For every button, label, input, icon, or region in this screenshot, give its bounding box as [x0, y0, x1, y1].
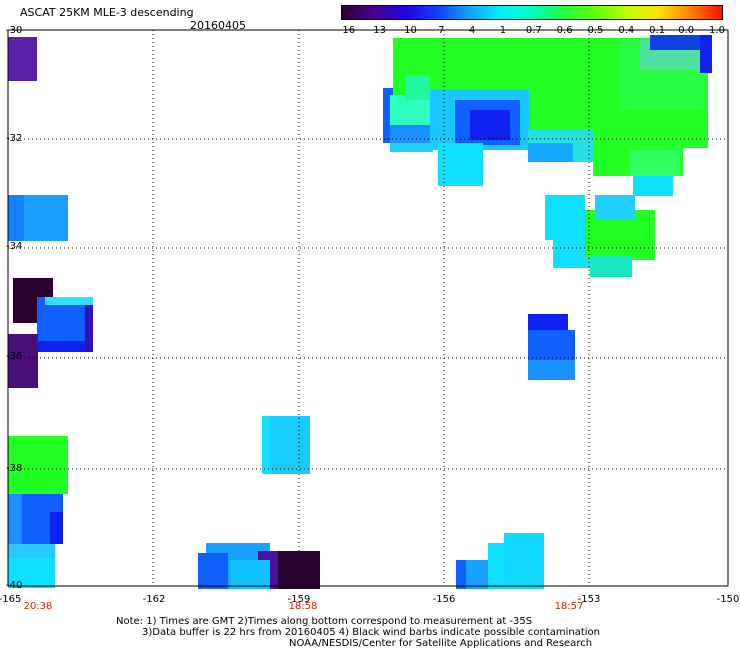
swath-cell: [50, 512, 63, 544]
lat-label: -36: [6, 351, 23, 362]
swath-cell: [45, 297, 93, 305]
swath-cell: [8, 494, 22, 544]
swath-cell: [8, 195, 24, 241]
map-date: 20160405: [190, 19, 246, 32]
swath-cell: [470, 110, 510, 140]
swath-cell: [405, 75, 430, 100]
swath-cell: [630, 150, 680, 176]
swath-cell: [270, 416, 310, 474]
swath-cell: [383, 88, 393, 143]
swath-cell: [595, 195, 635, 220]
swath-cell: [8, 37, 37, 81]
note-line-2: 3)Data buffer is 22 hrs from 20160405 4)…: [142, 627, 600, 638]
swath-cell: [633, 176, 673, 196]
lon-label: -162: [142, 594, 166, 605]
swath-cell: [230, 560, 270, 589]
lon-label: -165: [0, 594, 22, 605]
swath-cell: [37, 341, 93, 352]
swath-cell: [198, 553, 228, 589]
lat-label: -30: [6, 25, 23, 36]
lon-label: -156: [432, 594, 456, 605]
swath-cell: [700, 35, 712, 73]
swath-cell: [8, 334, 38, 388]
data-swaths: [8, 35, 712, 589]
swath-cell: [528, 360, 575, 380]
lat-label: -32: [6, 133, 23, 144]
lon-label: -153: [577, 594, 601, 605]
swath-cell: [390, 143, 433, 152]
swath-cell: [8, 544, 55, 558]
swath-cell: [456, 560, 466, 589]
swath-cell: [528, 143, 573, 162]
lon-label: -150: [716, 594, 740, 605]
lat-label: -38: [6, 463, 23, 474]
swath-cell: [438, 143, 483, 186]
lat-label: -40: [6, 580, 23, 591]
swath-cell: [85, 305, 93, 352]
swath-cell: [8, 436, 68, 494]
map-title: ASCAT 25KM MLE-3 descending: [20, 6, 194, 19]
note-line-3: NOAA/NESDIS/Center for Satellite Applica…: [289, 638, 593, 649]
grid-lines: [8, 30, 728, 586]
note-line-1: Note: 1) Times are GMT 2)Times along bot…: [116, 616, 533, 627]
time-label: 20:38: [23, 601, 53, 612]
swath-cell: [590, 255, 632, 277]
lon-label: -159: [287, 594, 311, 605]
plot-frame: [7, 29, 729, 587]
swath-cell: [650, 35, 700, 50]
time-label: 18:58: [288, 601, 318, 612]
swath-cell: [270, 551, 320, 589]
colorbar: [341, 5, 723, 20]
time-label: 18:57: [554, 601, 584, 612]
swath-cell: [504, 533, 544, 589]
lat-label: -34: [6, 241, 23, 252]
